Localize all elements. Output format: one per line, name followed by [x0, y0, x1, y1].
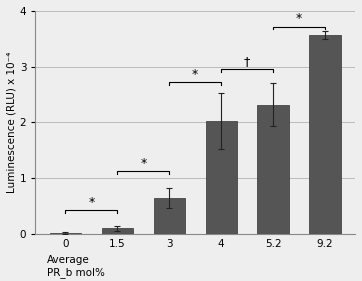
Bar	[206, 121, 237, 234]
Bar	[310, 35, 341, 234]
Bar	[102, 228, 133, 234]
Text: *: *	[88, 196, 94, 209]
Text: *: *	[192, 68, 198, 81]
Text: Average
PR_b mol%: Average PR_b mol%	[47, 255, 105, 278]
Text: †: †	[244, 55, 250, 68]
Text: *: *	[140, 157, 147, 170]
Bar	[154, 198, 185, 234]
Bar	[257, 105, 289, 234]
Bar	[50, 233, 81, 234]
Text: *: *	[296, 12, 302, 26]
Y-axis label: Luminescence (RLU) x 10⁻⁴: Luminescence (RLU) x 10⁻⁴	[7, 52, 17, 193]
